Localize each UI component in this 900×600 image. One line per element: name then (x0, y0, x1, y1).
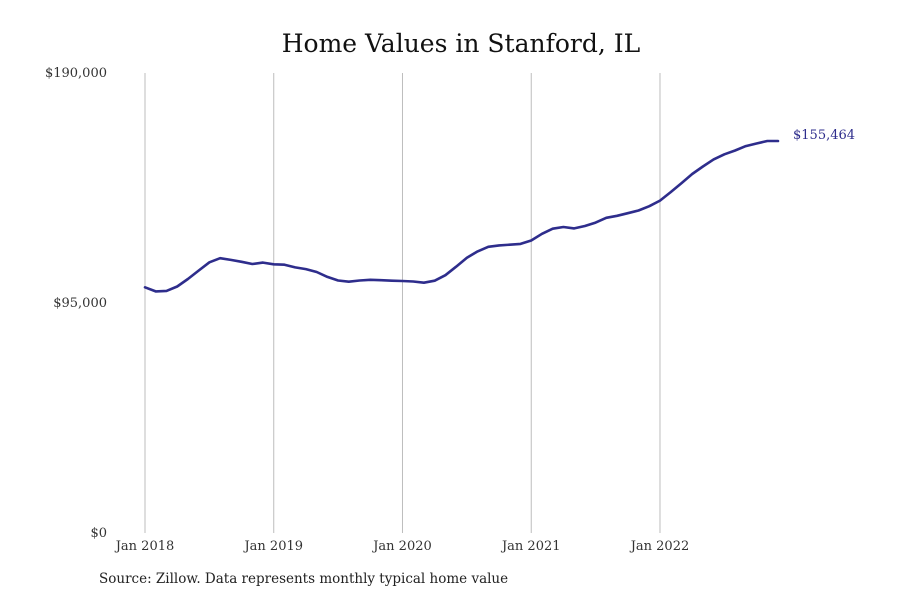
x-tick-label: Jan 2020 (371, 539, 432, 554)
y-tick-label: $0 (90, 526, 107, 541)
x-axis: Jan 2018 Jan 2019 Jan 2020 Jan 2021 Jan 2022 (114, 539, 690, 554)
chart-title: Home Values in Stanford, IL (282, 29, 640, 58)
y-tick-label: $95,000 (53, 296, 107, 311)
x-tick-label: Jan 2022 (629, 539, 690, 554)
end-value-label: $155,464 (793, 128, 855, 143)
grid-lines (144, 73, 661, 533)
source-note: Source: Zillow. Data represents monthly … (99, 571, 509, 587)
y-tick-label: $190,000 (45, 66, 107, 81)
x-tick-label: Jan 2019 (242, 539, 303, 554)
x-tick-label: Jan 2018 (114, 539, 175, 554)
x-tick-label: Jan 2021 (500, 539, 561, 554)
y-axis: $0 $95,000 $190,000 (45, 66, 107, 541)
series-line (143, 139, 780, 293)
